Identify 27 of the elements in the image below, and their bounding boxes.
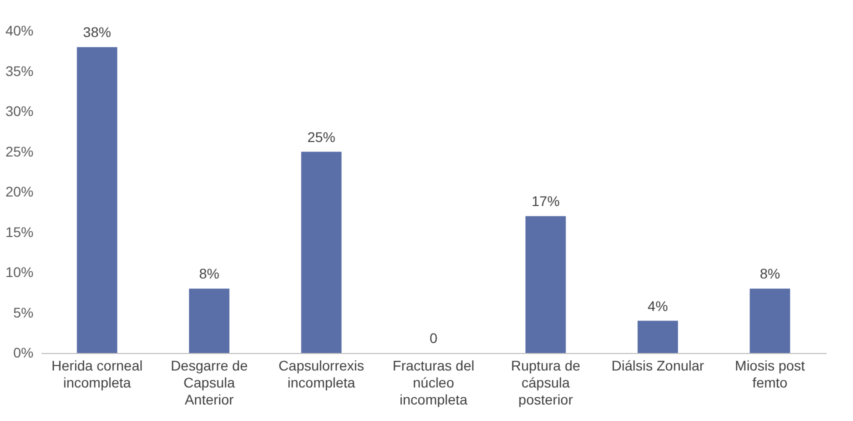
bar bbox=[76, 47, 118, 353]
data-label: 8% bbox=[760, 266, 780, 282]
x-tick-label: Miosis post femto bbox=[734, 358, 806, 390]
bar bbox=[750, 288, 790, 353]
data-label: 0 bbox=[430, 330, 438, 346]
x-tick-label: Herida corneal incompleta bbox=[52, 358, 143, 390]
data-label: 25% bbox=[307, 128, 336, 145]
bar bbox=[638, 320, 678, 353]
data-label: 38% bbox=[83, 24, 112, 40]
data-label: 17% bbox=[532, 193, 560, 210]
y-tick-label: 15% bbox=[5, 224, 34, 240]
data-label: 4% bbox=[648, 298, 668, 314]
x-tick-label: Desgarre de Capsula Anterior bbox=[170, 358, 248, 408]
y-tick-label: 10% bbox=[5, 264, 34, 280]
data-label: 8% bbox=[199, 266, 220, 282]
y-tick-label: 30% bbox=[5, 103, 34, 119]
y-tick-label: 35% bbox=[5, 62, 34, 79]
y-tick-label: 0% bbox=[13, 344, 34, 360]
y-tick-label: 20% bbox=[5, 184, 34, 200]
bar bbox=[525, 216, 566, 353]
y-tick-label: 25% bbox=[5, 143, 34, 160]
y-tick-label: 40% bbox=[5, 22, 34, 38]
bar bbox=[189, 288, 230, 353]
bar bbox=[301, 152, 342, 353]
y-tick-label: 5% bbox=[13, 304, 34, 320]
x-tick-label: Capsulorrexis incompleta bbox=[278, 358, 364, 390]
x-tick-label: Diálsis Zonular bbox=[611, 358, 704, 374]
